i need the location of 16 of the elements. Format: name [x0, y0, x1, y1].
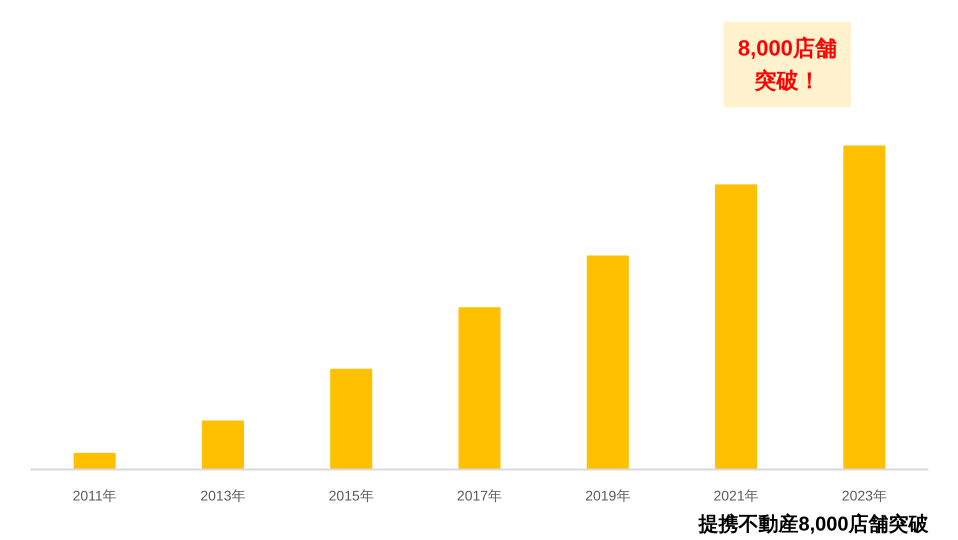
- bar: [715, 184, 758, 470]
- bar: [330, 368, 372, 470]
- bar: [458, 307, 501, 470]
- x-tick-label: 2013年: [200, 488, 246, 504]
- text: 提携不動産8,000店舗突破: [697, 512, 930, 536]
- bar: [74, 452, 116, 470]
- x-tick-label: 2019年: [585, 488, 630, 504]
- x-tick-label: 2023年: [842, 488, 887, 504]
- x-tick-label: 2011年: [72, 488, 117, 504]
- x-tick-label: 2015年: [328, 488, 374, 504]
- x-tick-label: 2021年: [714, 488, 759, 504]
- bar: [843, 146, 886, 470]
- bar: [202, 420, 244, 470]
- x-tick-label: 2017年: [456, 488, 502, 504]
- bar: [586, 256, 629, 470]
- annotation: 8,000店舗突破！: [738, 36, 837, 94]
